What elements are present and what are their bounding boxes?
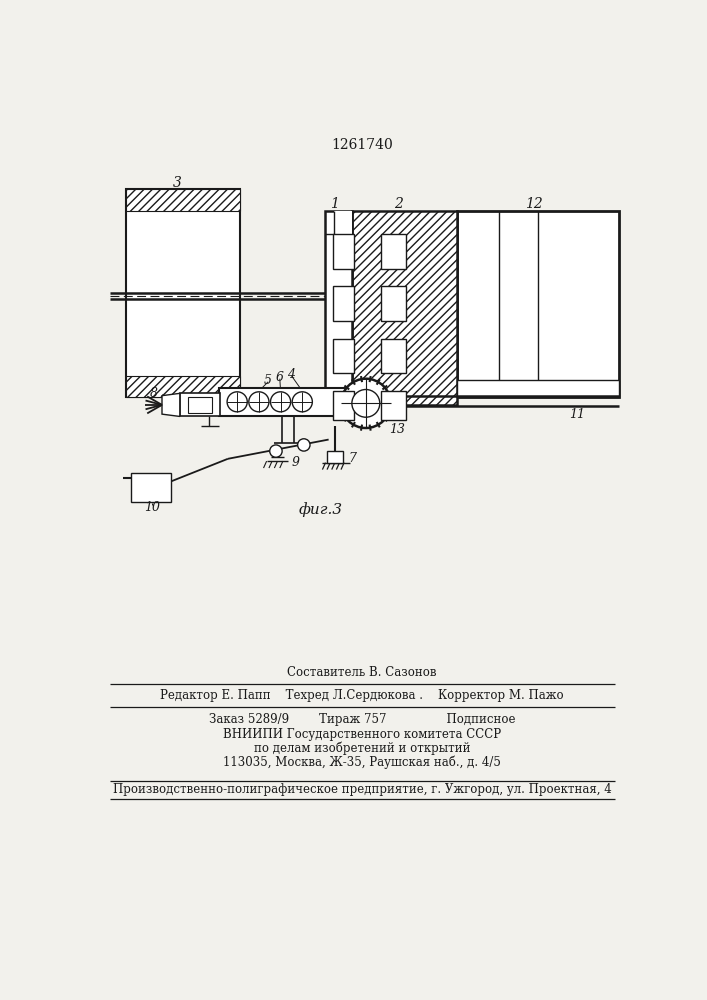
Bar: [334, 211, 352, 234]
Text: Производственно-полиграфическое предприятие, г. Ужгород, ул. Проектная, 4: Производственно-полиграфическое предприя…: [112, 783, 612, 796]
Text: 2: 2: [394, 197, 403, 211]
Text: фиг.3: фиг.3: [299, 502, 343, 517]
Bar: [327, 451, 343, 463]
Text: 6: 6: [276, 371, 284, 384]
Bar: [126, 189, 240, 211]
Text: 12: 12: [525, 197, 543, 211]
Bar: [126, 189, 240, 397]
Bar: [352, 211, 457, 405]
Circle shape: [249, 392, 269, 412]
Bar: [332, 339, 354, 373]
Bar: [332, 391, 354, 420]
Bar: [457, 211, 619, 397]
Bar: [131, 473, 171, 502]
Bar: [126, 376, 240, 397]
Text: 5: 5: [264, 374, 272, 387]
Text: 7: 7: [348, 452, 356, 465]
Bar: [325, 211, 352, 405]
Text: 113035, Москва, Ж-35, Раушская наб., д. 4/5: 113035, Москва, Ж-35, Раушская наб., д. …: [223, 755, 501, 769]
Bar: [381, 339, 406, 373]
Text: Заказ 5289/9        Тираж 757                Подписное: Заказ 5289/9 Тираж 757 Подписное: [209, 713, 515, 726]
Text: по делам изобретений и открытий: по делам изобретений и открытий: [254, 742, 470, 755]
Text: 3: 3: [173, 176, 182, 190]
Circle shape: [341, 379, 391, 428]
Text: 1: 1: [330, 197, 339, 211]
Text: 1261740: 1261740: [331, 138, 393, 152]
Text: Составитель В. Сазонов: Составитель В. Сазонов: [287, 666, 437, 679]
Circle shape: [352, 389, 380, 417]
Bar: [457, 380, 619, 397]
Text: ВНИИПИ Государственного комитета СССР: ВНИИПИ Государственного комитета СССР: [223, 728, 501, 741]
Bar: [381, 391, 406, 420]
Polygon shape: [162, 393, 180, 416]
Circle shape: [292, 392, 312, 412]
Text: Редактор Е. Папп    Техред Л.Сердюкова .    Корректор М. Пажо: Редактор Е. Папп Техред Л.Сердюкова . Ко…: [160, 689, 563, 702]
Circle shape: [271, 392, 291, 412]
Bar: [218, 388, 352, 416]
Bar: [381, 234, 406, 269]
Text: 9: 9: [292, 456, 300, 469]
Text: 13: 13: [389, 423, 405, 436]
Circle shape: [227, 392, 247, 412]
Circle shape: [270, 445, 282, 457]
Text: 10: 10: [144, 501, 160, 514]
Circle shape: [298, 439, 310, 451]
Bar: [187, 397, 212, 413]
Text: 11: 11: [569, 408, 585, 421]
Bar: [332, 234, 354, 269]
Bar: [332, 286, 354, 321]
Bar: [180, 393, 220, 416]
Bar: [381, 286, 406, 321]
Text: 4: 4: [288, 368, 296, 381]
Text: 8: 8: [150, 387, 158, 400]
